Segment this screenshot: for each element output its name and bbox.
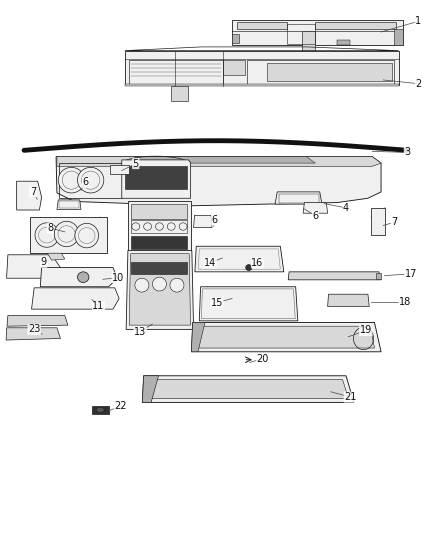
Text: 23: 23 [28,325,40,334]
Polygon shape [6,328,60,340]
Ellipse shape [132,223,140,230]
Text: 17: 17 [405,269,417,279]
Polygon shape [171,86,188,101]
Ellipse shape [78,167,104,193]
Polygon shape [40,268,117,287]
Text: 8: 8 [47,223,53,233]
Polygon shape [394,29,403,45]
Polygon shape [57,157,381,166]
Polygon shape [315,22,396,29]
Ellipse shape [75,223,99,248]
Polygon shape [337,40,350,45]
Text: 7: 7 [30,187,36,197]
Polygon shape [128,201,191,251]
Polygon shape [30,217,107,253]
Ellipse shape [152,277,166,291]
Polygon shape [237,22,287,29]
Text: 4: 4 [343,203,349,213]
Polygon shape [275,192,322,204]
Polygon shape [232,34,239,43]
Text: 16: 16 [251,258,264,268]
Polygon shape [126,251,194,329]
Text: 19: 19 [360,326,372,335]
Polygon shape [223,60,245,75]
Text: 11: 11 [92,302,105,311]
Text: 5: 5 [133,159,139,168]
Text: 20: 20 [257,354,269,364]
Ellipse shape [135,278,149,292]
Text: 22: 22 [114,401,127,411]
Polygon shape [56,157,381,206]
Polygon shape [199,287,298,321]
Polygon shape [7,316,68,326]
Text: 13: 13 [134,327,146,336]
Text: 6: 6 [312,211,318,221]
Polygon shape [303,203,328,213]
Ellipse shape [170,278,184,292]
Polygon shape [122,160,191,198]
Text: 18: 18 [399,297,411,306]
Polygon shape [267,63,392,81]
Text: 10: 10 [112,273,124,282]
Polygon shape [191,322,381,352]
Polygon shape [57,200,81,209]
Polygon shape [110,165,129,174]
Polygon shape [376,273,381,279]
Text: 7: 7 [391,217,397,227]
Polygon shape [191,322,205,352]
Polygon shape [17,181,42,210]
Ellipse shape [167,223,175,230]
Ellipse shape [78,272,89,282]
Ellipse shape [155,223,163,230]
Polygon shape [129,254,191,325]
Text: 15: 15 [211,298,223,308]
Polygon shape [232,20,403,45]
Polygon shape [32,288,119,309]
Polygon shape [142,376,159,402]
Polygon shape [142,376,354,402]
Polygon shape [147,379,349,399]
Polygon shape [7,255,60,278]
Ellipse shape [54,221,79,247]
Polygon shape [247,60,394,84]
Text: 6: 6 [212,215,218,225]
Text: 3: 3 [404,148,410,157]
Text: 6: 6 [82,177,88,187]
Polygon shape [371,208,385,235]
Polygon shape [131,236,187,249]
Ellipse shape [35,223,59,247]
Polygon shape [125,84,399,86]
Text: 2: 2 [415,79,421,88]
Ellipse shape [246,265,252,270]
Ellipse shape [179,223,187,230]
Polygon shape [131,262,187,274]
Text: 9: 9 [41,257,47,267]
Text: 1: 1 [415,17,421,26]
Text: 21: 21 [344,392,357,402]
Ellipse shape [144,223,152,230]
Polygon shape [194,215,212,228]
Polygon shape [131,204,187,219]
Polygon shape [131,157,315,163]
Polygon shape [125,166,187,189]
Polygon shape [288,272,381,280]
Polygon shape [328,294,369,306]
Polygon shape [125,51,399,85]
Polygon shape [195,326,374,348]
Polygon shape [47,253,65,260]
Ellipse shape [58,167,85,193]
Ellipse shape [96,407,104,413]
Polygon shape [302,31,315,53]
Polygon shape [195,246,284,272]
Text: 14: 14 [204,258,216,268]
Polygon shape [92,406,109,414]
